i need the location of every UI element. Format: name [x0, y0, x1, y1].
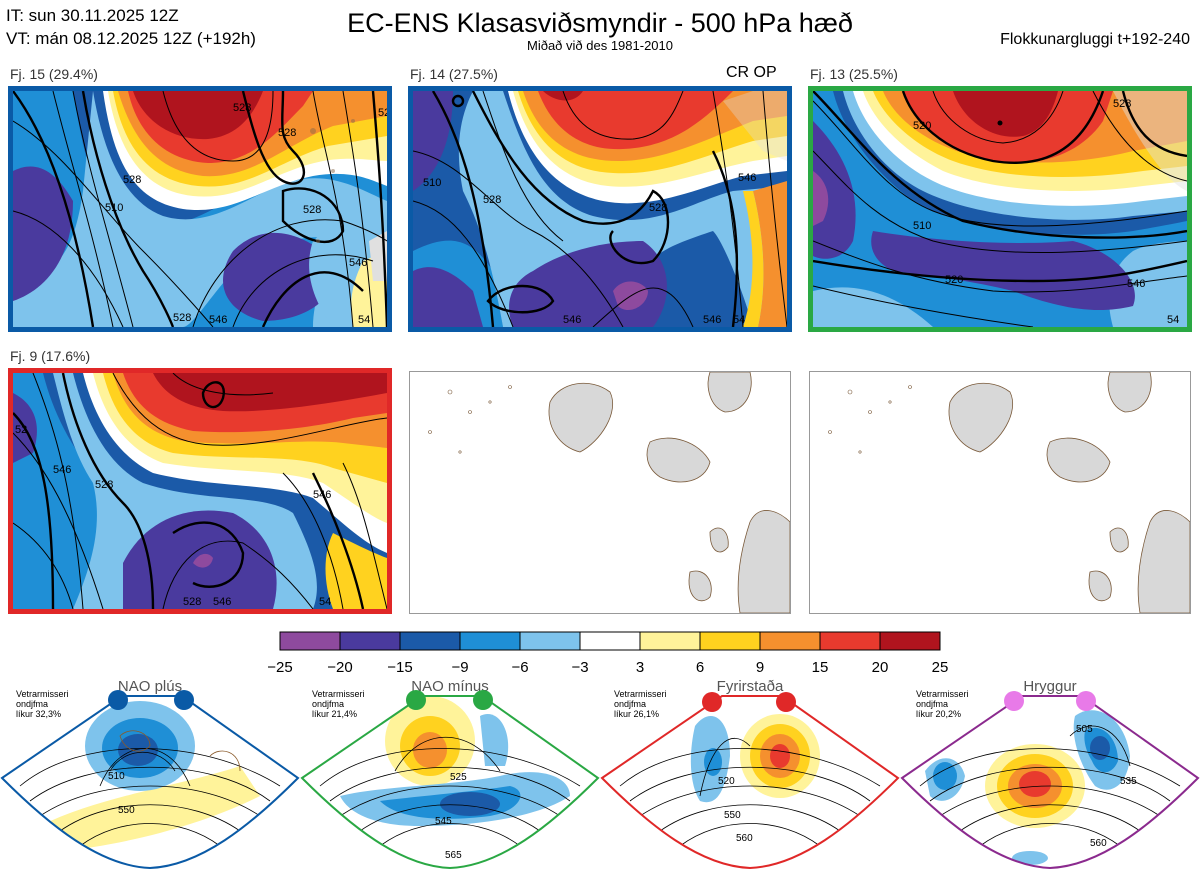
contour-label: 546 [53, 464, 71, 476]
contour-label: 54 [733, 314, 745, 326]
regime-note: Vetrarmisseri ondjfma líkur 26,1% [614, 689, 667, 719]
contour-label: 528 [649, 202, 667, 214]
colorbar-tick-label: 15 [812, 659, 829, 676]
contour-label: 528 [483, 194, 501, 206]
contour-label: 528 [378, 107, 387, 119]
colorbar-cell [759, 631, 821, 651]
regime-contour-label: 545 [435, 816, 452, 827]
colorbar-tick-label: −9 [451, 659, 468, 676]
regime-title: NAO mínus [411, 678, 489, 695]
colorbar-tick-label: 25 [932, 659, 949, 676]
contour-label: 54 [1167, 314, 1179, 326]
panel-label-1: Fj. 15 (29.4%) [10, 66, 98, 82]
header-times: IT: sun 30.11.2025 12Z VT: mán 08.12.202… [6, 4, 256, 50]
regime-note: Vetrarmisseri ondjfma líkur 20,2% [916, 689, 969, 719]
regime-contour-label: 510 [108, 771, 125, 782]
regime-contour-label: 505 [1076, 724, 1093, 735]
regime-blocking: Vetrarmisseri ondjfma líkur 26,1% Fyrirs… [600, 676, 900, 871]
cluster-map-13: 520 510 520 546 54 528 [808, 86, 1192, 332]
contour-label: 546 [349, 257, 367, 269]
contour-label: 54 [319, 596, 331, 608]
colorbar: −25 −20 −15 −9 −6 −3 3 6 9 15 20 25 [260, 630, 960, 676]
cluster-map-15: 510 528 528 528 546 546 54 528 528 528 [8, 86, 392, 332]
contour-label: 546 [213, 596, 231, 608]
regime-contour-label: 560 [736, 833, 753, 844]
colorbar-tick-label: −3 [571, 659, 588, 676]
contour-label: 528 [1113, 98, 1131, 110]
contour-label: 546 [313, 489, 331, 501]
regime-contour-label: 550 [724, 810, 741, 821]
colorbar-cell [819, 631, 881, 651]
contour-label: 520 [945, 274, 963, 286]
colorbar-tick-label: 3 [636, 659, 644, 676]
cluster-map-14: 510 528 528 546 546 54 546 [408, 86, 792, 332]
contour-label: 510 [913, 220, 931, 232]
contour-label: 546 [563, 314, 581, 326]
contour-label: 546 [209, 314, 227, 326]
regime-contour-label: 550 [118, 805, 135, 816]
regime-contour-label: 560 [1090, 838, 1107, 849]
regime-nao-plus: Vetrarmisseri ondjfma líkur 32,3% NAO pl… [0, 676, 300, 871]
contour-label: 52 [15, 424, 27, 436]
page-subtitle: Miðað við des 1981-2010 [527, 38, 673, 53]
valid-time: VT: mán 08.12.2025 12Z (+192h) [6, 29, 256, 48]
control-operational-tag: CR OP [726, 64, 777, 81]
init-time: IT: sun 30.11.2025 12Z [6, 6, 179, 25]
regime-contour-label: 525 [450, 772, 467, 783]
colorbar-cell [279, 631, 341, 651]
regime-row: Vetrarmisseri ondjfma líkur 32,3% NAO pl… [0, 676, 1200, 871]
colorbar-tick-label: 9 [756, 659, 764, 676]
panel-label-3: Fj. 13 (25.5%) [810, 66, 898, 82]
panel-label-2: Fj. 14 (27.5%) [410, 66, 498, 82]
colorbar-cell [459, 631, 521, 651]
contour-label: 528 [303, 204, 321, 216]
colorbar-cell [339, 631, 401, 651]
regime-contour-label: 535 [1120, 776, 1137, 787]
colorbar-tick-label: 20 [872, 659, 889, 676]
colorbar-tick-label: −20 [327, 659, 352, 676]
contour-label: 54 [358, 314, 370, 326]
colorbar-tick-label: −15 [387, 659, 412, 676]
colorbar-cell [879, 631, 941, 651]
panel-label-4: Fj. 9 (17.6%) [10, 348, 91, 364]
regime-title: Hryggur [1023, 678, 1077, 695]
empty-map-2 [809, 371, 1191, 614]
contour-label: 546 [703, 314, 721, 326]
regime-ridge: Vetrarmisseri ondjfma líkur 20,2% Hryggu… [900, 676, 1200, 871]
colorbar-cell [699, 631, 761, 651]
contour-label: 528 [95, 479, 113, 491]
regime-note: Vetrarmisseri ondjfma líkur 21,4% [312, 689, 365, 719]
classification-window: Flokkunargluggi t+192-240 [1000, 31, 1190, 48]
colorbar-cell [519, 631, 581, 651]
colorbar-tick-label: −25 [267, 659, 292, 676]
contour-label: 510 [105, 202, 123, 214]
regime-contour-label: 565 [445, 850, 462, 861]
colorbar-cell [579, 631, 641, 651]
regime-contour-label: 520 [718, 776, 735, 787]
regime-nao-minus: Vetrarmisseri ondjfma líkur 21,4% NAO mí… [300, 676, 600, 871]
contour-label: 528 [183, 596, 201, 608]
colorbar-tick-label: 6 [696, 659, 704, 676]
contour-label: 528 [173, 312, 191, 324]
contour-label: 520 [913, 120, 931, 132]
contour-label: 546 [738, 172, 756, 184]
contour-label: 528 [278, 127, 296, 139]
empty-map-1 [409, 371, 791, 614]
regime-note: Vetrarmisseri ondjfma líkur 32,3% [16, 689, 69, 719]
colorbar-cell [399, 631, 461, 651]
regime-title: Fyrirstaða [716, 678, 784, 695]
cluster-map-9: 52 546 528 546 528 546 54 [8, 368, 392, 614]
contour-label: 528 [123, 174, 141, 186]
contour-label: 528 [233, 102, 251, 114]
colorbar-tick-label: −6 [511, 659, 528, 676]
page-title: EC-ENS Klasasviðsmyndir - 500 hPa hæð [347, 8, 853, 38]
contour-label: 546 [1127, 278, 1145, 290]
contour-label: 510 [423, 177, 441, 189]
regime-title: NAO plús [117, 678, 183, 695]
colorbar-cell [639, 631, 701, 651]
